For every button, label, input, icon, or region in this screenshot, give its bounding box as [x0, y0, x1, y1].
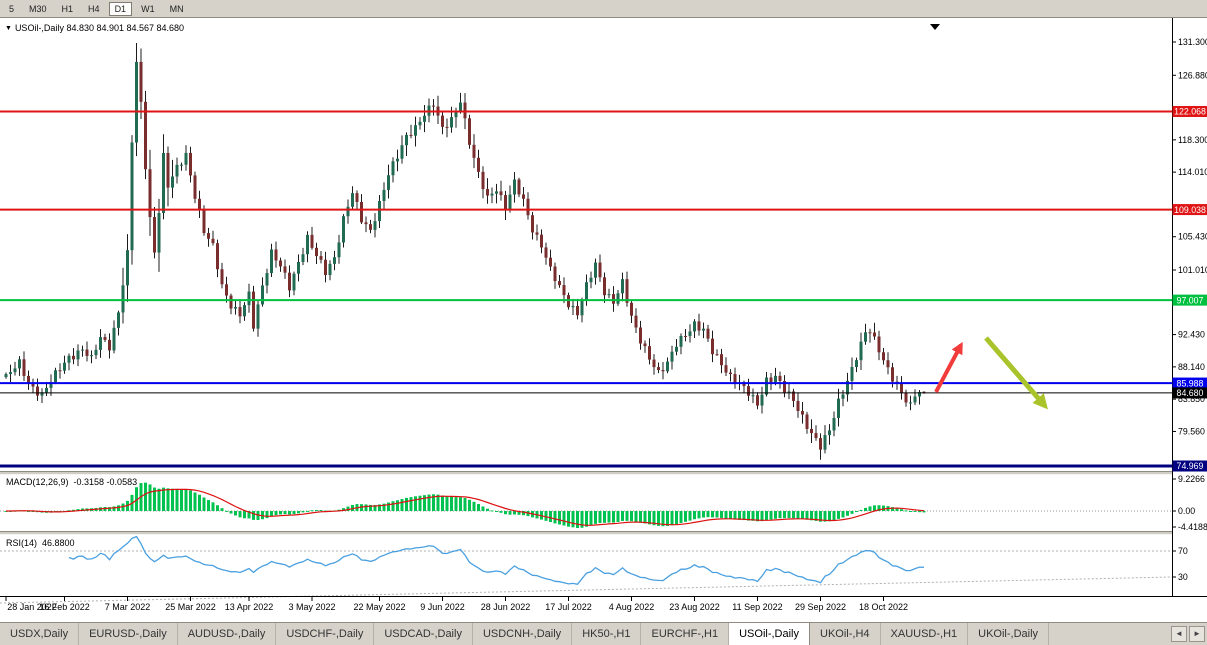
price-axis-label: 88.140	[1178, 362, 1205, 372]
chart-title-text: USOil-,Daily 84.830 84.901 84.567 84.680	[14, 23, 185, 33]
price-badge-label: 122.068	[1174, 107, 1206, 117]
date-axis-label: 17 Jul 2022	[545, 602, 592, 612]
price-axis-label: 92.430	[1178, 330, 1205, 340]
chart-tab[interactable]: UKOil-,H4	[810, 623, 881, 645]
date-axis-label: 13 Apr 2022	[225, 602, 274, 612]
chart-tab[interactable]: USDCNH-,Daily	[473, 623, 573, 645]
price-badge-label: 74.969	[1177, 461, 1204, 471]
chart-canvas[interactable]: 131.300 126.880 118.300 114.010 105.430 101.0…	[0, 18, 1207, 622]
chart-title: ▼ USOil-,Daily 84.830 84.901 84.567 84.68…	[5, 23, 184, 33]
price-axis-label: 114.010	[1178, 167, 1207, 177]
date-axis-label: 28 Jan 2022	[7, 602, 57, 612]
rsi-value: 46.8800	[42, 538, 75, 548]
timeframe-button[interactable]: H4	[88, 3, 100, 14]
date-axis-label: 7 Mar 2022	[105, 602, 151, 612]
chart-tab[interactable]: USOil-,Daily	[729, 623, 811, 645]
chart-tab[interactable]: EURUSD-,Daily	[79, 623, 178, 645]
rsi-name: RSI(14)	[6, 538, 38, 548]
timeframe-button[interactable]: MN	[169, 3, 184, 14]
tab-scroll-right-button[interactable]: ►	[1189, 626, 1205, 642]
chart-tab[interactable]: HK50-,H1	[572, 623, 642, 645]
rsi-axis-label: 30	[1178, 572, 1188, 582]
chart-tabs-list: USDX,Daily EURUSD-,Daily AUDUSD-,Daily USDC…	[0, 623, 1050, 645]
price-badge-109.038	[1172, 204, 1207, 216]
macd-histogram	[4, 482, 926, 528]
date-axis-label: 25 Mar 2022	[165, 602, 216, 612]
date-axis-label: 29 Sep 2022	[795, 602, 846, 612]
tab-scroll-buttons: ◄ ►	[1169, 623, 1207, 645]
price-badge-label: 97.007	[1177, 295, 1204, 305]
price-badge-85.988	[1172, 377, 1207, 389]
tab-scroll-left-button[interactable]: ◄	[1171, 626, 1187, 642]
date-axis-label: 16 Feb 2022	[39, 602, 90, 612]
date-axis-label: 18 Oct 2022	[859, 602, 908, 612]
date-axis-label: 4 Aug 2022	[609, 602, 655, 612]
macd-signal-line	[6, 488, 925, 526]
chart-window[interactable]: ▼ USOil-,Daily 84.830 84.901 84.567 84.68…	[0, 18, 1207, 622]
macd-axis-label: 0.00	[1178, 506, 1195, 516]
chart-tab[interactable]: USDX,Daily	[0, 623, 80, 645]
timeframe-toolbar: 5 M30 H1 H4 D1 W1 MN	[0, 0, 1207, 18]
chart-tab[interactable]: USDCAD-,Daily	[374, 623, 473, 645]
bullish-arrow-annotation[interactable]	[934, 341, 963, 393]
chart-tab[interactable]: UKOil-,Daily	[968, 623, 1050, 645]
price-axis-label: 101.010	[1178, 265, 1207, 275]
timeframe-buttons: 5 M30 H1 H4 D1 W1 MN	[3, 1, 193, 16]
date-axis-label: 22 May 2022	[353, 602, 405, 612]
chart-tab[interactable]: XAUUSD-,H1	[881, 623, 969, 645]
price-axis-label: 131.300	[1178, 37, 1207, 47]
timeframe-button[interactable]: W1	[141, 3, 155, 14]
price-badge-label: 84.680	[1177, 388, 1204, 398]
price-axis-label: 126.880	[1178, 70, 1207, 80]
date-axis-label: 3 May 2022	[288, 602, 335, 612]
chart-tab[interactable]: USDCHF-,Daily	[276, 623, 375, 645]
date-axis-label: 28 Jun 2022	[481, 602, 531, 612]
macd-label: MACD(12,26,9) -0.3158 -0.0583	[6, 477, 137, 487]
bearish-arrow-annotation[interactable]	[984, 336, 1048, 410]
date-axis-label: 9 Jun 2022	[420, 602, 465, 612]
price-badge-84.680	[1172, 387, 1207, 399]
macd-name: MACD(12,26,9)	[6, 477, 69, 487]
price-badge-label: 85.988	[1177, 378, 1204, 388]
chart-dropdown-icon[interactable]: ▼	[5, 25, 12, 32]
price-badge-122.068	[1172, 105, 1207, 117]
timeframe-button[interactable]: D1	[108, 1, 133, 16]
date-axis-label: 11 Sep 2022	[732, 602, 782, 612]
price-badge-label: 109.038	[1174, 205, 1206, 215]
chart-tabs-bar: USDX,Daily EURUSD-,Daily AUDUSD-,Daily USDC…	[0, 622, 1207, 645]
macd-values: -0.3158 -0.0583	[73, 477, 138, 487]
macd-axis-label: 9.2266	[1178, 474, 1205, 484]
date-axis-label: 23 Aug 2022	[669, 602, 720, 612]
candlesticks	[4, 42, 926, 460]
price-axis-label: 118.300	[1178, 135, 1207, 145]
chart-tab[interactable]: AUDUSD-,Daily	[178, 623, 277, 645]
chart-tab[interactable]: EURCHF-,H1	[641, 623, 730, 645]
timeframe-button[interactable]: H1	[61, 3, 74, 14]
macd-axis-label: -4.4188	[1178, 522, 1207, 532]
timeframe-button[interactable]: 5	[9, 3, 15, 14]
price-axis-label: 79.560	[1178, 426, 1205, 436]
price-badge-74.969	[1172, 460, 1207, 472]
price-axis-label: 105.430	[1178, 232, 1207, 242]
rsi-axis-label: 70	[1178, 546, 1188, 556]
rsi-line	[68, 535, 925, 586]
price-axis-label: 83.850	[1178, 394, 1205, 404]
timeframe-button[interactable]: M30	[29, 3, 47, 14]
chart-shift-marker[interactable]	[930, 24, 940, 30]
price-badge-97.007	[1172, 294, 1207, 306]
rsi-label: RSI(14) 46.8800	[6, 538, 75, 548]
